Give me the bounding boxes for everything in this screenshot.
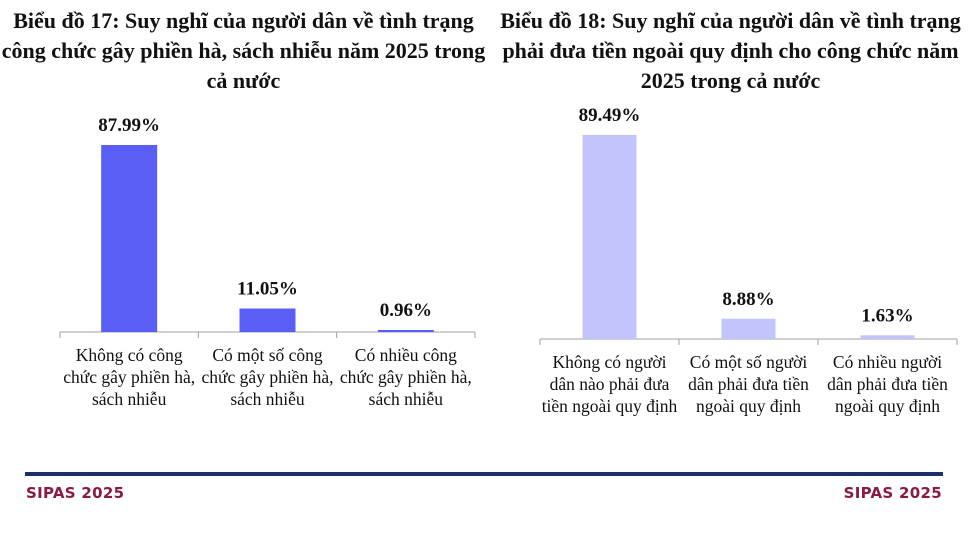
data-label: 89.49% [579, 105, 641, 126]
chart-18-plot: 89.49% 8.88% 1.63% [539, 105, 958, 345]
chart-17-title: Biểu đồ 17: Suy nghĩ của người dân về tì… [1, 8, 486, 93]
category-label: Có một số công chức gây phiền hà, sách n… [201, 345, 334, 409]
bar [860, 335, 915, 339]
data-label: 11.05% [237, 279, 298, 300]
data-label: 0.96% [380, 300, 432, 321]
chart-18-title: Biểu đồ 18: Suy nghĩ của người dân về tì… [500, 8, 961, 93]
footer-divider [25, 472, 943, 476]
footer-brand-left: SIPAS 2025 [26, 484, 125, 502]
bar [582, 135, 637, 339]
category-label: Có nhiều công chức gây phiền hà, sách nh… [339, 345, 472, 409]
category-label: Không có người dân nào phải đưa tiền ngo… [541, 352, 678, 416]
bar [101, 145, 158, 332]
category-label: Có nhiều người dân phải đưa tiền ngoài q… [827, 352, 948, 416]
footer-brand-right: SIPAS 2025 [843, 484, 942, 502]
bar [377, 329, 434, 332]
data-label: 87.99% [98, 115, 160, 136]
data-label: 8.88% [722, 289, 774, 310]
category-label: Không có công chức gây phiền hà, sách nh… [63, 345, 196, 409]
chart-17-plot: 87.99% 11.05% 0.96% [59, 115, 476, 338]
bar [721, 318, 776, 339]
data-label: 1.63% [861, 305, 913, 326]
bar [239, 308, 296, 332]
category-label: Có một số người dân phải đưa tiền ngoài … [688, 352, 809, 416]
